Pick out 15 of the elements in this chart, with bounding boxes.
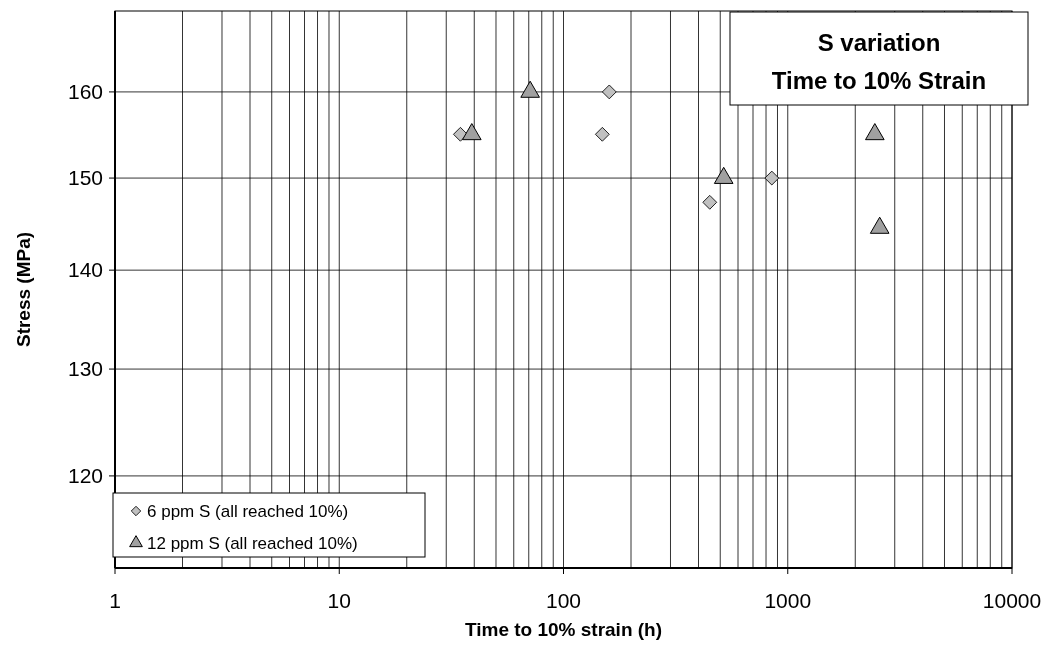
legend-label: 6 ppm S (all reached 10%): [147, 502, 349, 521]
y-tick-label: 160: [67, 79, 103, 103]
y-tick-label: 130: [67, 357, 103, 381]
x-tick-label: 1000: [764, 589, 812, 612]
text: S variation Time to 10% Strain: [771, 29, 987, 94]
y-tick-label: 150: [67, 166, 103, 190]
x-tick-label: 10: [327, 589, 351, 612]
y-axis-title: Stress (MPa): [13, 231, 34, 348]
y-tick-label: 140: [67, 258, 103, 282]
x-tick-label: 100: [545, 589, 582, 612]
x-tick-label: 10000: [982, 589, 1042, 612]
x-tick-label: 1: [109, 589, 121, 612]
legend-label: 12 ppm S (all reached 10%): [147, 534, 358, 553]
x-axis-title: Time to 10% strain (h): [464, 619, 663, 640]
y-tick-label: 120: [67, 463, 103, 487]
